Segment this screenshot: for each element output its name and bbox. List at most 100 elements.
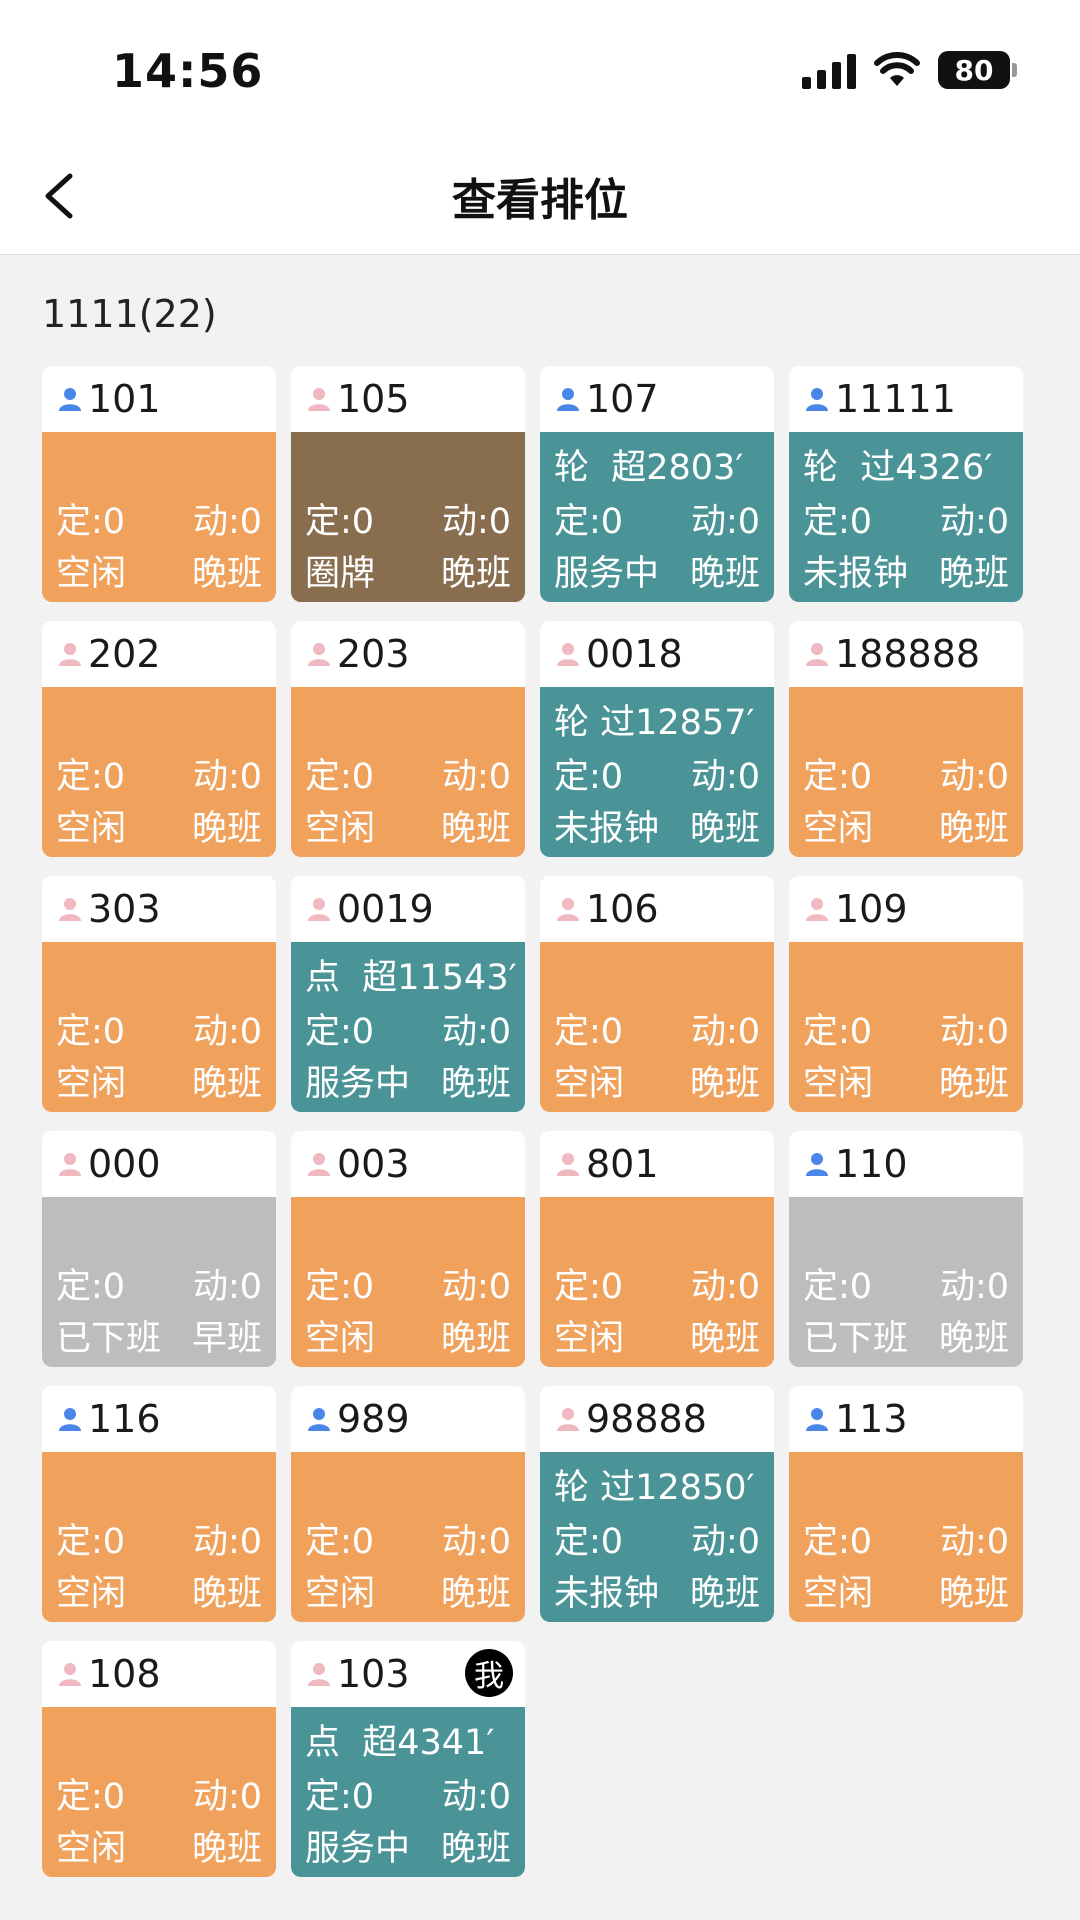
card-number: 0018: [586, 632, 683, 676]
fixed-count: 定:0: [803, 1521, 873, 1562]
person-icon: [806, 1153, 828, 1176]
dynamic-count: 动:0: [939, 756, 1009, 797]
dynamic-count: 动:0: [192, 1266, 262, 1307]
card-number: 103: [337, 1652, 410, 1696]
person-icon: [308, 388, 330, 411]
shift-label: 晚班: [689, 1573, 760, 1614]
dynamic-count: 动:0: [192, 1011, 262, 1052]
technician-card[interactable]: 0019 点 超11543′ 定:0 动:0 服务中 晚班: [291, 876, 525, 1112]
card-header: 989: [291, 1386, 525, 1452]
card-number: 303: [88, 887, 161, 931]
card-body: 点 超11543′ 定:0 动:0 服务中 晚班: [291, 942, 525, 1112]
card-body: 定:0 动:0 空闲 晚班: [291, 1197, 525, 1367]
technician-card[interactable]: 0018 轮 过12857′ 定:0 动:0 未报钟 晚班: [540, 621, 774, 857]
group-title: 1111(22): [42, 292, 217, 336]
fixed-count: 定:0: [554, 1521, 624, 1562]
shift-label: 晚班: [938, 808, 1009, 849]
dynamic-count: 动:0: [690, 501, 760, 542]
technician-card[interactable]: 003 定:0 动:0 空闲 晚班: [291, 1131, 525, 1367]
fixed-count: 定:0: [56, 1266, 126, 1307]
technician-card[interactable]: 303 定:0 动:0 空闲 晚班: [42, 876, 276, 1112]
status-time: 14:56: [112, 44, 264, 98]
technician-card[interactable]: 11111 轮 过4326′ 定:0 动:0 未报钟 晚班: [789, 366, 1023, 602]
card-status: 空闲 晚班: [803, 799, 1009, 851]
card-number: 801: [586, 1142, 659, 1186]
card-status: 空闲 晚班: [554, 1054, 760, 1106]
technician-card[interactable]: 202 定:0 动:0 空闲 晚班: [42, 621, 276, 857]
card-number: 188888: [835, 632, 981, 676]
shift-label: 晚班: [689, 808, 760, 849]
shift-label: 晚班: [440, 553, 511, 594]
shift-label: 晚班: [191, 1828, 262, 1869]
card-body: 轮 过4326′ 定:0 动:0 未报钟 晚班: [789, 432, 1023, 602]
me-badge: 我: [465, 1649, 513, 1697]
technician-card[interactable]: 106 定:0 动:0 空闲 晚班: [540, 876, 774, 1112]
card-status: 未报钟 晚班: [554, 1564, 760, 1616]
fixed-count: 定:0: [56, 1776, 126, 1817]
card-header: 107: [540, 366, 774, 432]
battery-level: 80: [954, 53, 994, 87]
card-number: 202: [88, 632, 161, 676]
technician-card[interactable]: 108 定:0 动:0 空闲 晚班: [42, 1641, 276, 1877]
fixed-count: 定:0: [305, 1011, 375, 1052]
card-number: 109: [835, 887, 908, 931]
card-counts: 定:0 动:0: [554, 1512, 760, 1564]
technician-card[interactable]: 116 定:0 动:0 空闲 晚班: [42, 1386, 276, 1622]
technician-card[interactable]: 203 定:0 动:0 空闲 晚班: [291, 621, 525, 857]
dynamic-count: 动:0: [192, 1521, 262, 1562]
card-status: 服务中 晚班: [305, 1054, 511, 1106]
card-status: 空闲 晚班: [56, 544, 262, 596]
card-header: 801: [540, 1131, 774, 1197]
card-status: 空闲 晚班: [56, 1054, 262, 1106]
chevron-left-icon[interactable]: [38, 168, 88, 224]
technician-card[interactable]: 103 我点 超4341′ 定:0 动:0 服务中 晚班: [291, 1641, 525, 1877]
card-body: 定:0 动:0 已下班 早班: [42, 1197, 276, 1367]
technician-card[interactable]: 109 定:0 动:0 空闲 晚班: [789, 876, 1023, 1112]
card-body: 定:0 动:0 已下班 晚班: [789, 1197, 1023, 1367]
work-state: 空闲: [56, 1573, 127, 1614]
signal-icon: [802, 51, 856, 89]
technician-card[interactable]: 98888 轮 过12850′ 定:0 动:0 未报钟 晚班: [540, 1386, 774, 1622]
card-number: 108: [88, 1652, 161, 1696]
card-header: 101: [42, 366, 276, 432]
page-title: 查看排位: [452, 175, 628, 226]
technician-card[interactable]: 113 定:0 动:0 空闲 晚班: [789, 1386, 1023, 1622]
technician-card[interactable]: 105 定:0 动:0 圈牌 晚班: [291, 366, 525, 602]
work-state: 空闲: [305, 808, 376, 849]
technician-card[interactable]: 000 定:0 动:0 已下班 早班: [42, 1131, 276, 1367]
card-status: 空闲 晚班: [803, 1054, 1009, 1106]
person-icon: [308, 898, 330, 921]
technician-card[interactable]: 989 定:0 动:0 空闲 晚班: [291, 1386, 525, 1622]
card-timer: 点 超11543′: [305, 957, 517, 998]
dynamic-count: 动:0: [939, 1011, 1009, 1052]
technician-card[interactable]: 188888 定:0 动:0 空闲 晚班: [789, 621, 1023, 857]
card-status: 空闲 晚班: [56, 1564, 262, 1616]
person-icon: [308, 1663, 330, 1686]
card-header: 0019: [291, 876, 525, 942]
card-status: 已下班 晚班: [803, 1309, 1009, 1361]
card-body: 点 超4341′ 定:0 动:0 服务中 晚班: [291, 1707, 525, 1877]
person-icon: [59, 1663, 81, 1686]
work-state: 空闲: [803, 1573, 874, 1614]
card-header: 003: [291, 1131, 525, 1197]
battery-icon: 80: [938, 51, 1017, 89]
card-status: 空闲 晚班: [305, 799, 511, 851]
dynamic-count: 动:0: [441, 1521, 511, 1562]
work-state: 空闲: [305, 1573, 376, 1614]
technician-card[interactable]: 101 定:0 动:0 空闲 晚班: [42, 366, 276, 602]
card-header: 202: [42, 621, 276, 687]
card-counts: 定:0 动:0: [56, 747, 262, 799]
dynamic-count: 动:0: [690, 1266, 760, 1307]
fixed-count: 定:0: [305, 1266, 375, 1307]
person-icon: [308, 1408, 330, 1431]
card-status: 圈牌 晚班: [305, 544, 511, 596]
work-state: 空闲: [554, 1063, 625, 1104]
technician-card[interactable]: 107 轮 超2803′ 定:0 动:0 服务中 晚班: [540, 366, 774, 602]
fixed-count: 定:0: [554, 1011, 624, 1052]
technician-card[interactable]: 110 定:0 动:0 已下班 晚班: [789, 1131, 1023, 1367]
shift-label: 晚班: [938, 553, 1009, 594]
technician-card[interactable]: 801 定:0 动:0 空闲 晚班: [540, 1131, 774, 1367]
shift-label: 晚班: [938, 1573, 1009, 1614]
card-body: 定:0 动:0 空闲 晚班: [540, 942, 774, 1112]
card-header: 106: [540, 876, 774, 942]
